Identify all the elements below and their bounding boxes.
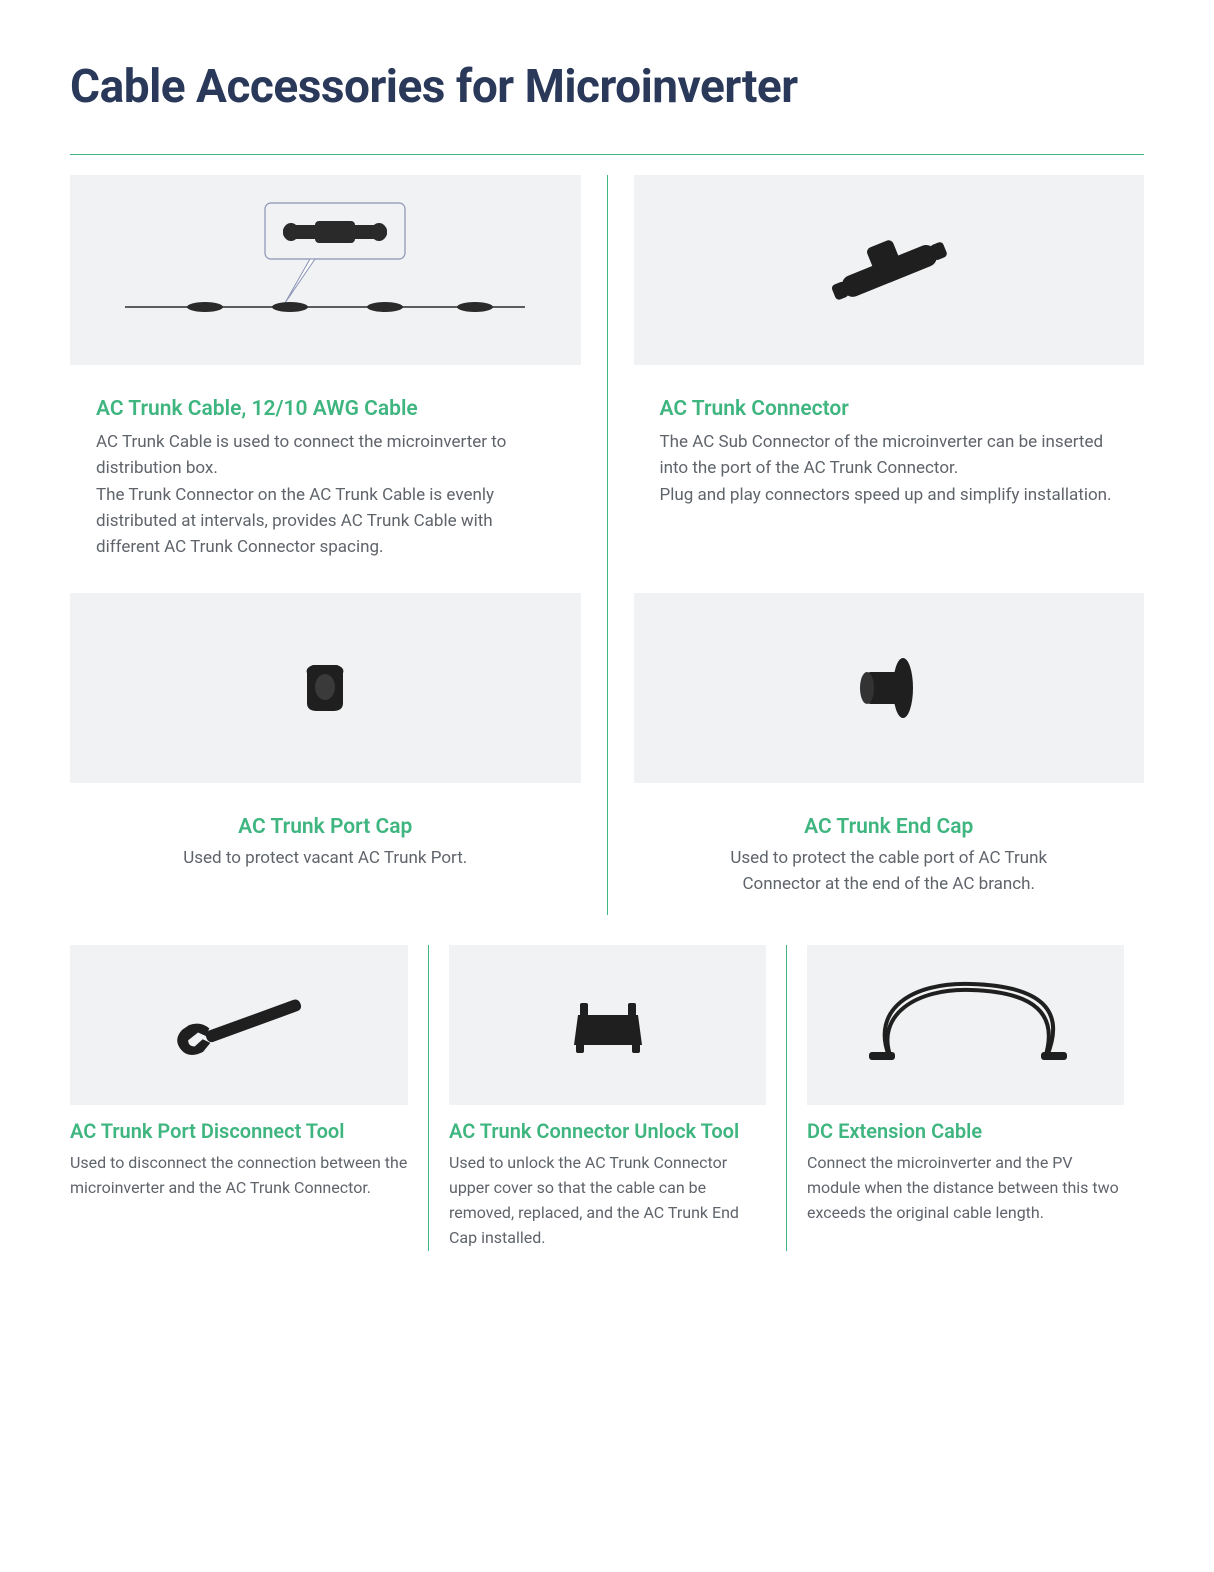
page-title: Cable Accessories for Microinverter (70, 60, 1144, 114)
port-cap-icon (285, 653, 365, 723)
item-desc: The AC Sub Connector of the microinverte… (660, 429, 1119, 508)
product-col-unlock-tool: AC Trunk Connector Unlock Tool Used to u… (428, 945, 786, 1250)
product-image-disconnect-tool (70, 945, 408, 1105)
item-title: AC Trunk Cable, 12/10 AWG Cable (96, 397, 555, 421)
item-desc: AC Trunk Cable is used to connect the mi… (96, 429, 555, 561)
end-cap-icon (839, 648, 939, 728)
product-image-port-cap (70, 593, 581, 783)
item-desc: Used to unlock the AC Trunk Connector up… (449, 1151, 766, 1250)
item-title: AC Trunk Port Disconnect Tool (70, 1119, 408, 1143)
item-desc: Used to protect vacant AC Trunk Port. (96, 845, 555, 871)
product-image-dc-extension (807, 945, 1124, 1105)
cable-loop-icon (851, 970, 1081, 1080)
item-title: AC Trunk End Cap (660, 815, 1119, 839)
item-title: AC Trunk Connector (660, 397, 1119, 421)
item-desc: Used to protect the cable port of AC Tru… (660, 845, 1119, 898)
unlock-tool-icon (548, 985, 668, 1065)
item-title: AC Trunk Connector Unlock Tool (449, 1119, 766, 1143)
top-grid: AC Trunk Cable, 12/10 AWG Cable AC Trunk… (70, 175, 1144, 915)
product-col-dc-extension: DC Extension Cable Connect the microinve… (786, 945, 1144, 1250)
wrench-icon (154, 980, 324, 1070)
item-desc: Used to disconnect the connection betwee… (70, 1151, 408, 1201)
product-image-end-cap (634, 593, 1145, 783)
product-text-end-cap: AC Trunk End Cap Used to protect the cab… (634, 797, 1145, 916)
product-image-trunk-connector (634, 175, 1145, 365)
item-title: AC Trunk Port Cap (96, 815, 555, 839)
trunk-cable-icon (115, 195, 535, 345)
product-image-unlock-tool (449, 945, 766, 1105)
divider-top (70, 154, 1144, 155)
item-title: DC Extension Cable (807, 1119, 1124, 1143)
product-text-port-cap: AC Trunk Port Cap Used to protect vacant… (70, 797, 581, 916)
product-col-disconnect-tool: AC Trunk Port Disconnect Tool Used to di… (70, 945, 428, 1250)
vertical-divider (607, 175, 608, 915)
item-desc: Connect the microinverter and the PV mod… (807, 1151, 1124, 1225)
product-text-trunk-cable: AC Trunk Cable, 12/10 AWG Cable AC Trunk… (70, 379, 581, 579)
product-image-trunk-cable (70, 175, 581, 365)
bottom-grid: AC Trunk Port Disconnect Tool Used to di… (70, 945, 1144, 1250)
trunk-connector-icon (809, 220, 969, 320)
product-text-trunk-connector: AC Trunk Connector The AC Sub Connector … (634, 379, 1145, 579)
